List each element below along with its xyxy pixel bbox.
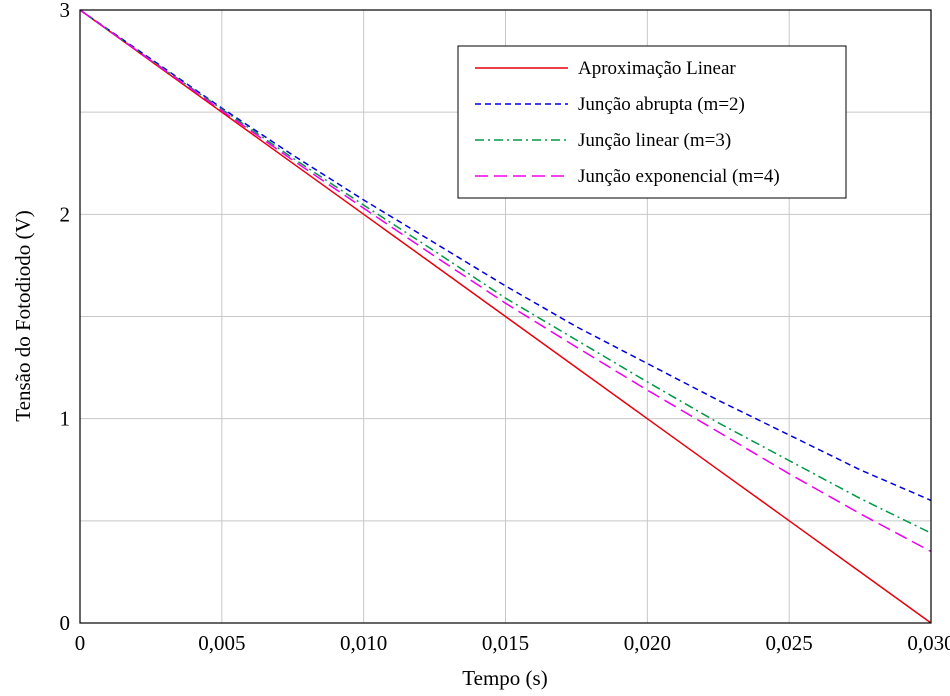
series-line-4 <box>79 9 932 553</box>
x-tick-label: 0,005 <box>198 631 245 655</box>
legend-label: Junção abrupta (m=2) <box>578 94 745 115</box>
x-tick-label: 0,025 <box>766 631 813 655</box>
y-tick-label: 2 <box>60 202 71 226</box>
legend-label: Junção linear (m=3) <box>578 130 731 151</box>
y-tick-label: 1 <box>60 407 71 431</box>
y-tick-label: 0 <box>60 611 71 635</box>
series-line-3 <box>79 9 932 534</box>
x-tick-label: 0 <box>75 631 86 655</box>
x-tick-label: 0,030 <box>907 631 950 655</box>
x-tick-label: 0,015 <box>482 631 529 655</box>
y-axis-title: Tensão do Fotodiodo (V) <box>11 210 35 421</box>
y-axis-ticks: 0 1 2 3 <box>60 0 71 635</box>
x-axis-title: Tempo (s) <box>462 666 547 690</box>
series-line-1 <box>79 9 932 624</box>
legend-box <box>457 45 847 199</box>
x-tick-label: 0,020 <box>624 631 671 655</box>
series-lines <box>79 9 932 624</box>
legend-label: Aproximação Linear <box>578 58 736 79</box>
x-tick-label: 0,010 <box>340 631 387 655</box>
legend: Aproximação Linear Junção abrupta (m=2) Ju… <box>457 45 847 199</box>
series-line-2 <box>79 9 932 502</box>
x-axis-ticks: 0 0,005 0,010 0,015 0,020 0,025 0,030 <box>75 631 950 655</box>
y-tick-label: 3 <box>60 0 71 22</box>
plot-frame <box>79 9 932 624</box>
legend-label: Junção exponencial (m=4) <box>578 166 780 187</box>
